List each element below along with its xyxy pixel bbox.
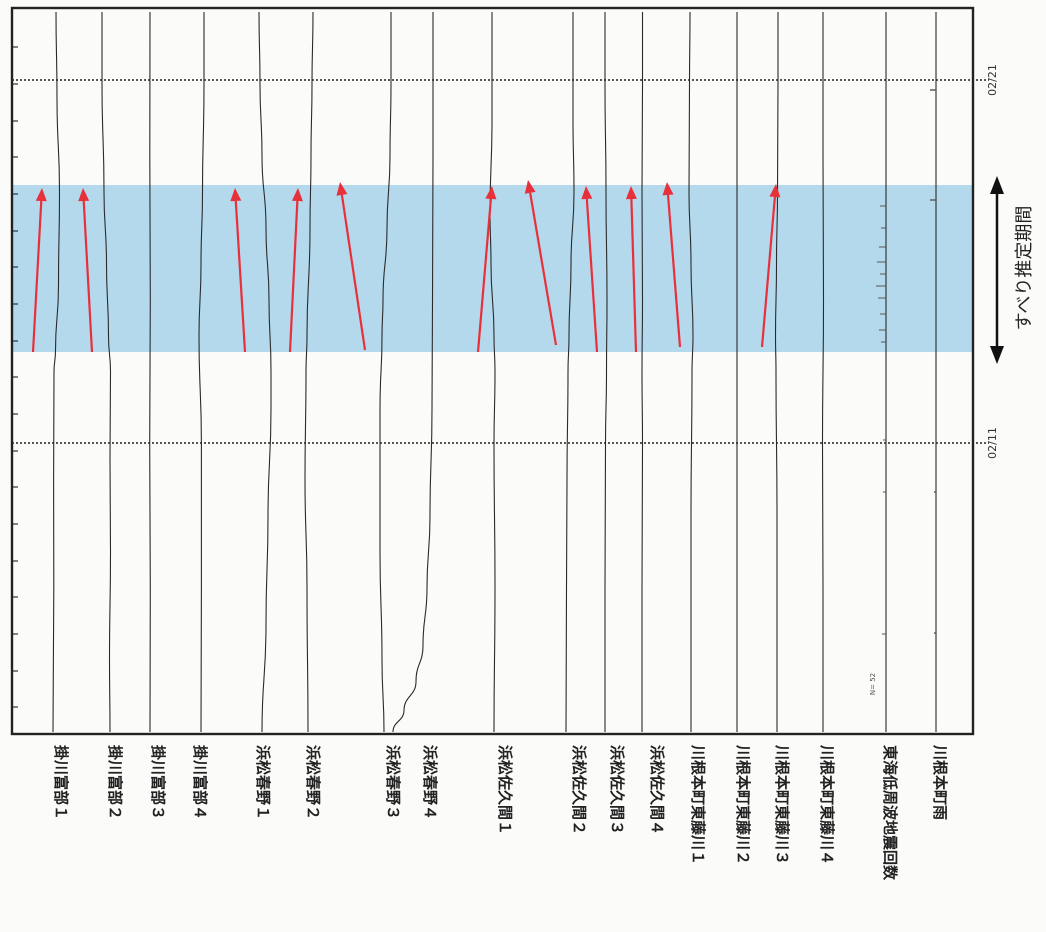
slip-arrow-shaft xyxy=(234,200,247,353)
station-label: 掛川富部３ xyxy=(149,745,167,820)
station-label: 浜松春野４ xyxy=(421,745,439,820)
station-label: 浜松佐久間２ xyxy=(570,745,588,835)
station-label: 浜松佐久間４ xyxy=(648,745,666,835)
station-label: 浜松佐久間１ xyxy=(496,745,514,835)
station-label: 掛川富部４ xyxy=(191,745,209,820)
slip-arrow-shaft xyxy=(31,200,43,353)
slip-arrow-shaft xyxy=(476,198,493,353)
count-annotation: N= 52 xyxy=(869,673,877,695)
date-marker-label: 02/11 xyxy=(986,427,999,459)
station-label: 川根本町東藤川１ xyxy=(689,744,707,865)
station-trace xyxy=(774,12,779,732)
station-trace xyxy=(489,12,496,733)
slip-arrow-head xyxy=(291,188,303,202)
station-trace xyxy=(379,12,392,733)
date-markers: 02/11 02/21 xyxy=(12,64,999,459)
slip-arrow-head xyxy=(662,182,674,196)
station-trace xyxy=(565,12,575,733)
station-label: 川根本町東藤川４ xyxy=(818,744,836,865)
station-label: 川根本町東藤川２ xyxy=(734,744,752,865)
slip-arrow-shaft xyxy=(585,198,599,353)
slip-period-label: すべり推定期間 xyxy=(1014,206,1035,331)
highlight-band-layer xyxy=(12,185,973,352)
slip-arrow-head xyxy=(524,180,536,194)
slip-arrow-head xyxy=(581,186,593,200)
station-label: 浜松春野２ xyxy=(304,745,322,820)
slip-arrow-head xyxy=(625,186,637,200)
station-trace xyxy=(149,11,151,733)
slip-estimation-band xyxy=(12,185,973,352)
slip-arrow-head xyxy=(35,188,47,202)
period-arrow-head-down xyxy=(990,346,1004,364)
station-label: 浜松春野１ xyxy=(254,745,272,820)
slip-arrow-shaft xyxy=(82,200,94,353)
station-trace xyxy=(198,12,205,733)
slip-period-indicator: すべり推定期間 xyxy=(990,176,1035,364)
station-label: 浜松佐久間３ xyxy=(608,745,626,835)
station-trace xyxy=(392,12,434,733)
slip-arrow-shaft xyxy=(630,198,638,353)
station-trace xyxy=(821,12,825,733)
earthquake-count-spikes xyxy=(876,89,936,635)
slip-arrow-head xyxy=(769,184,781,198)
station-label: 川根本町雨 xyxy=(931,744,949,820)
station-trace xyxy=(641,12,644,732)
station-trace xyxy=(101,12,112,733)
period-arrow-head-up xyxy=(990,176,1004,194)
station-label: 川根本町東藤川３ xyxy=(773,744,791,865)
station-trace xyxy=(304,11,314,733)
slip-arrow-shaft xyxy=(288,200,299,353)
plot-frame xyxy=(10,6,975,736)
station-label: 東海低周波地震回数 xyxy=(881,745,899,881)
slip-arrow-shaft xyxy=(529,192,558,346)
date-marker-label: 02/21 xyxy=(986,64,999,96)
slip-arrow-head xyxy=(78,188,90,202)
station-labels: 掛川富部１ 掛川富部２ 掛川富部３ 掛川富部４ 浜松春野１ 浜松春野２ 浜松春野３ 浜松春野４… xyxy=(52,744,949,881)
station-trace xyxy=(52,11,61,733)
slip-arrow-shaft xyxy=(666,194,682,348)
station-trace xyxy=(688,11,694,732)
slip-arrow-shaft xyxy=(760,196,776,348)
station-trace xyxy=(604,11,608,732)
station-trace xyxy=(258,11,272,733)
station-label: 浜松春野３ xyxy=(384,745,402,820)
slip-arrow-head xyxy=(230,188,242,202)
station-label: 掛川富部１ xyxy=(52,745,70,820)
slip-arrow-head xyxy=(336,182,348,196)
station-traces xyxy=(52,11,937,733)
slip-arrow-shaft xyxy=(340,194,367,351)
slip-arrow-head xyxy=(485,186,497,200)
slip-arrows xyxy=(31,180,781,353)
station-label: 掛川富部２ xyxy=(106,745,124,820)
